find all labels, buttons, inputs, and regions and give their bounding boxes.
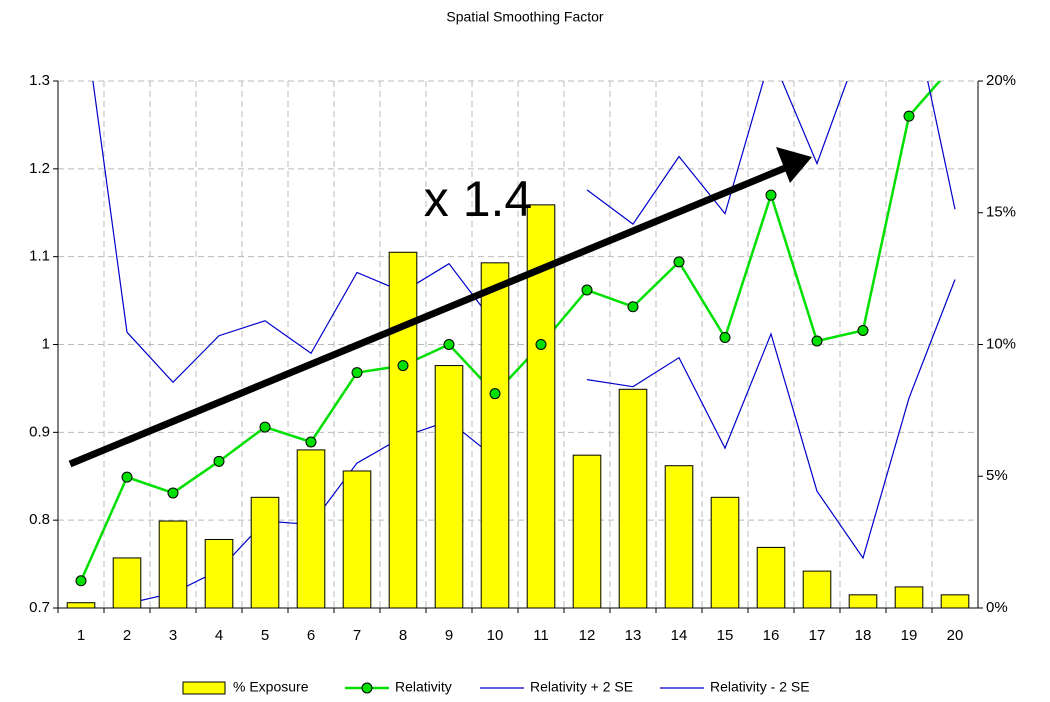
x-tick-label: 5 — [261, 627, 269, 644]
bar — [342, 470, 372, 609]
bar — [802, 570, 832, 609]
marker — [167, 487, 179, 499]
y-tick-label: 0.9 — [29, 423, 50, 440]
x-tick-label: 11 — [533, 627, 549, 644]
x-tick-label: 14 — [671, 627, 688, 644]
trend-arrow — [68, 164, 787, 468]
marker — [627, 301, 639, 313]
y-tick-label: 1.3 — [29, 72, 50, 89]
marker — [351, 367, 363, 379]
x-tick-label: 20 — [947, 627, 964, 644]
bar — [158, 520, 188, 609]
legend-marker — [361, 682, 373, 694]
x-tick-label: 17 — [809, 627, 826, 644]
marker — [259, 421, 271, 433]
line — [92, 81, 956, 384]
marker — [397, 360, 409, 372]
x-tick-label: 1 — [77, 627, 85, 644]
marker — [719, 331, 731, 343]
bar — [756, 546, 786, 609]
x-tick-label: 4 — [215, 627, 223, 644]
legend-label: Relativity — [395, 679, 452, 695]
marker — [765, 189, 777, 201]
x-tick-label: 3 — [169, 627, 177, 644]
y2-tick-label: 0% — [986, 599, 1008, 616]
y-tick-label: 1.2 — [29, 160, 50, 177]
x-tick-label: 2 — [123, 627, 131, 644]
x-tick-label: 18 — [855, 627, 872, 644]
legend-label: % Exposure — [233, 679, 309, 695]
x-tick-label: 15 — [717, 627, 734, 644]
marker — [903, 110, 915, 122]
bar — [204, 538, 234, 609]
trend-arrow-head — [776, 147, 812, 183]
bar — [296, 449, 326, 609]
marker — [581, 284, 593, 296]
bar — [112, 557, 142, 609]
annotation: x 1.4 — [424, 171, 532, 227]
marker — [673, 256, 685, 268]
bar — [388, 251, 418, 609]
chart-title: Spatial Smoothing Factor — [446, 9, 604, 25]
marker — [75, 575, 87, 587]
bar — [710, 496, 740, 609]
bar — [940, 594, 970, 609]
y2-tick-label: 5% — [986, 467, 1008, 484]
x-tick-label: 7 — [353, 627, 361, 644]
x-tick-label: 19 — [901, 627, 918, 644]
y-tick-label: 1 — [42, 335, 50, 352]
y2-tick-label: 20% — [986, 72, 1016, 89]
bar — [250, 496, 280, 609]
bar — [618, 388, 648, 609]
x-tick-label: 13 — [625, 627, 642, 644]
line — [79, 81, 942, 582]
y2-tick-label: 10% — [986, 335, 1016, 352]
marker — [121, 471, 133, 483]
x-tick-label: 10 — [487, 627, 504, 644]
bar — [480, 262, 510, 609]
x-tick-label: 9 — [445, 627, 453, 644]
x-tick-label: 12 — [579, 627, 596, 644]
y-tick-label: 0.8 — [29, 511, 50, 528]
marker — [811, 335, 823, 347]
marker — [443, 339, 455, 350]
x-tick-label: 6 — [307, 627, 315, 644]
legend-label: Relativity + 2 SE — [530, 679, 633, 695]
x-tick-label: 8 — [399, 627, 407, 644]
marker — [305, 436, 317, 448]
bar — [664, 465, 694, 609]
bar — [434, 365, 464, 609]
marker — [535, 339, 547, 350]
x-tick-label: 16 — [763, 627, 780, 644]
bar — [848, 594, 878, 609]
marker — [213, 455, 225, 467]
y-tick-label: 0.7 — [29, 599, 50, 616]
legend-label: Relativity - 2 SE — [710, 679, 810, 695]
bar — [66, 602, 96, 609]
marker — [489, 388, 501, 400]
bar — [572, 454, 602, 609]
y-tick-label: 1.1 — [29, 248, 50, 265]
legend-swatch — [182, 681, 226, 695]
marker — [857, 324, 869, 336]
y2-tick-label: 15% — [986, 204, 1016, 221]
bar — [894, 586, 924, 609]
